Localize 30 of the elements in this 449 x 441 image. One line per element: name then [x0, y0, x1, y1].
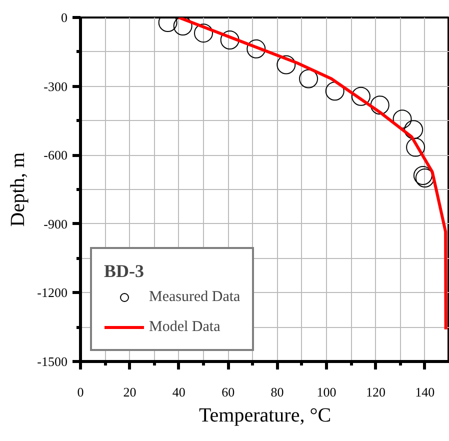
y-axis-title: Depth, m [7, 152, 30, 227]
point [246, 39, 266, 58]
x-axis-title: Temperature, °C [198, 404, 332, 426]
x-tick-label: 140 [415, 384, 435, 400]
y-tick-label: -900 [44, 216, 68, 232]
x-tick-label: 80 [270, 384, 284, 400]
x-tick-label: 120 [366, 384, 386, 400]
point [276, 55, 296, 74]
y-tick-label: -1200 [37, 285, 68, 300]
x-tick-label: 40 [172, 384, 186, 400]
legend-label: Model Data [149, 318, 220, 336]
point [351, 86, 370, 106]
point [413, 166, 432, 185]
point [404, 120, 424, 140]
point [173, 18, 192, 36]
y-tick-label: -1500 [37, 354, 68, 369]
x-tick-label: 100 [316, 384, 336, 400]
x-tick-label: 20 [123, 384, 136, 400]
x-tick-label: 60 [222, 384, 235, 400]
point [406, 138, 426, 157]
point [194, 24, 213, 43]
y-tick-label: -300 [44, 78, 68, 94]
point [299, 69, 318, 88]
point [370, 96, 390, 115]
y-tick-label: -600 [44, 148, 68, 163]
y-tick-label: 0 [61, 10, 68, 25]
legend-title: BD-3 [104, 261, 145, 282]
x-tick-label: 0 [77, 384, 84, 400]
point [220, 30, 240, 50]
legend-label: Measured Data [149, 288, 240, 306]
